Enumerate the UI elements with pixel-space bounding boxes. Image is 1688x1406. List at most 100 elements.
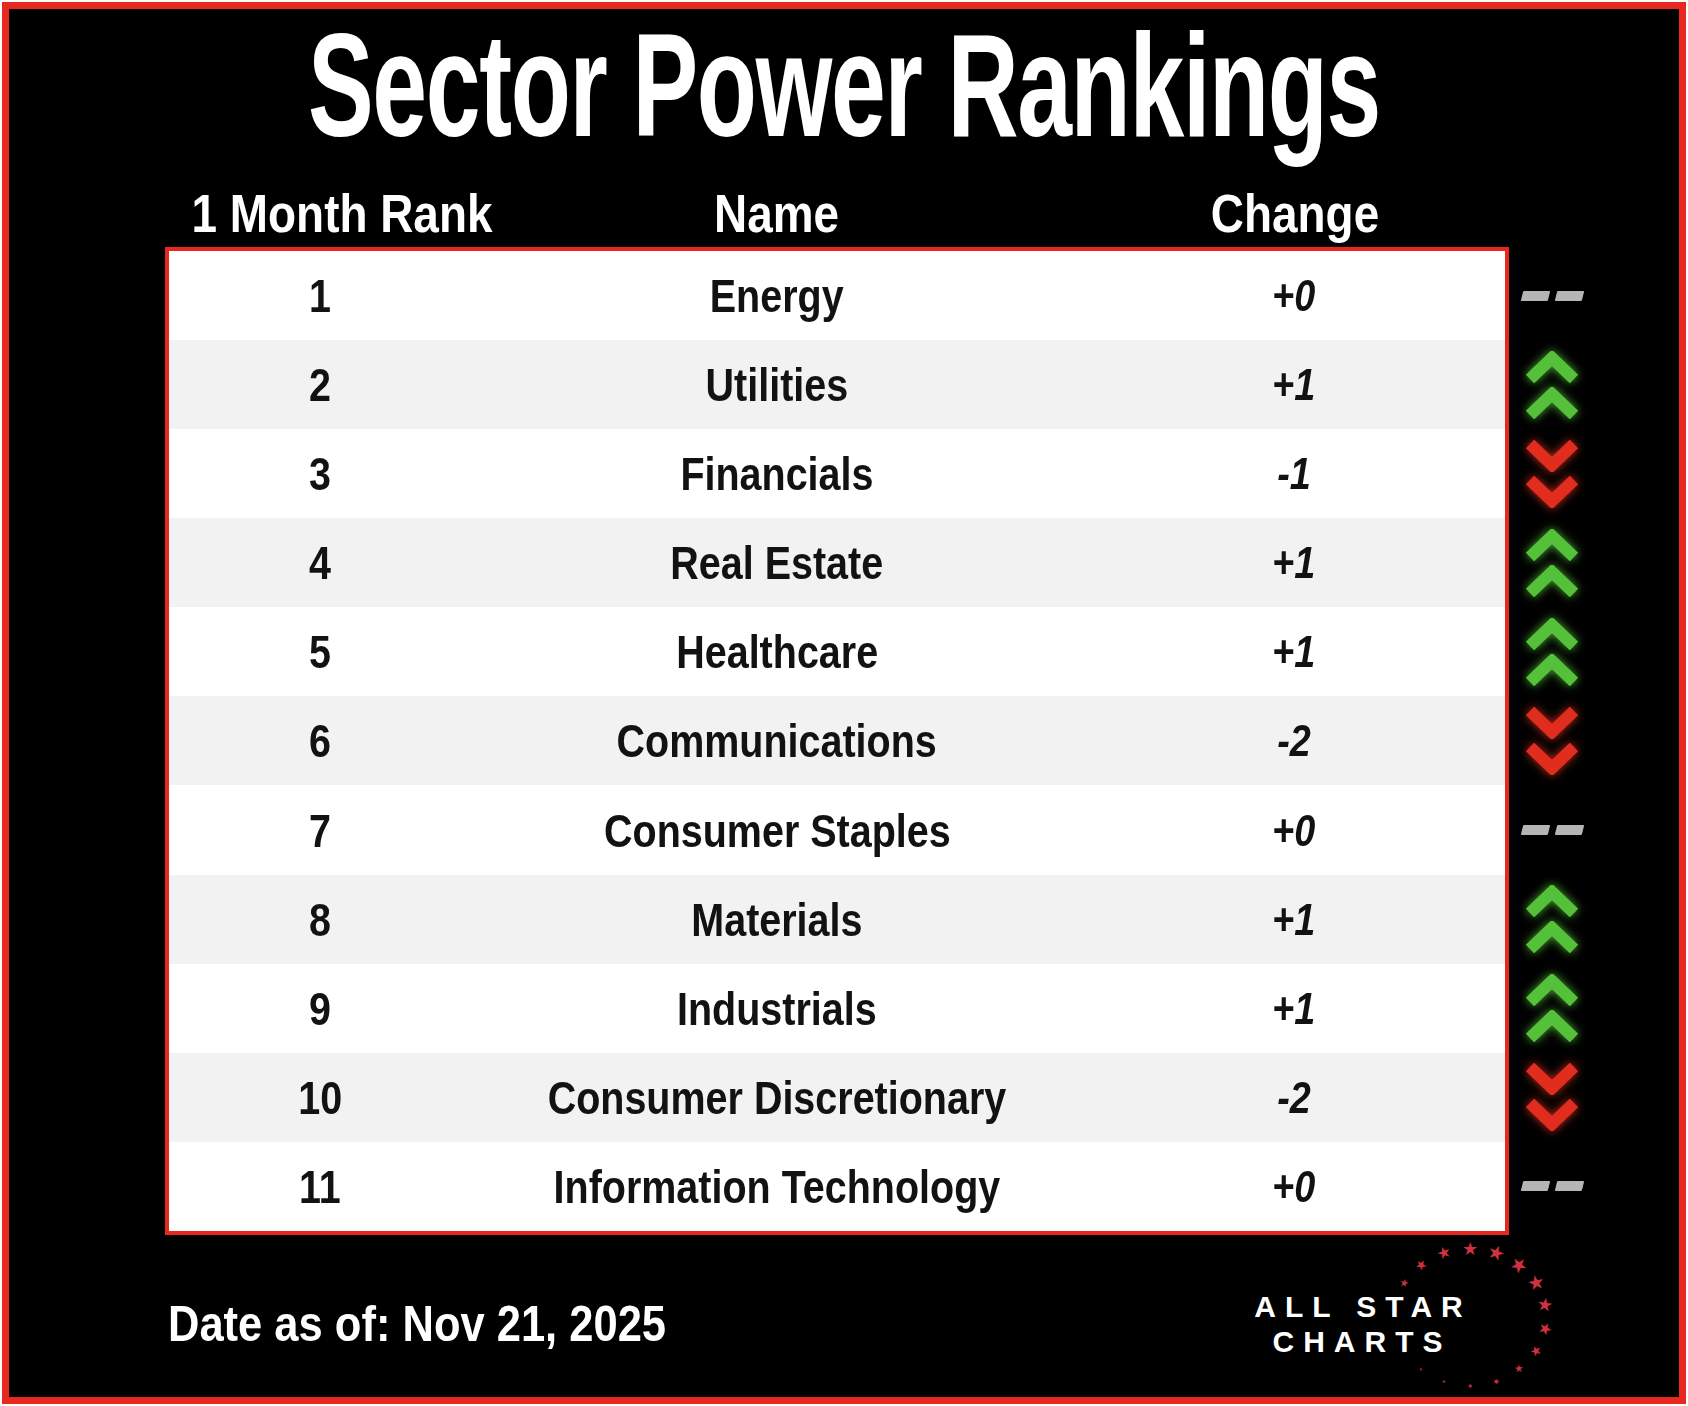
table-row: 4 Real Estate +1 (169, 518, 1505, 607)
no-change-dashes-icon (1522, 1181, 1583, 1191)
change-cell: -2 (1083, 1075, 1505, 1120)
change-indicator-column (1512, 251, 1592, 1231)
logo-text-line2: CHARTS (1202, 1327, 1522, 1357)
table-row: 10 Consumer Discretionary -2 (169, 1053, 1505, 1142)
rank-cell: 11 (169, 1163, 471, 1210)
change-cell: -1 (1083, 451, 1505, 496)
change-indicator-up (1512, 607, 1592, 696)
change-indicator-down (1512, 429, 1592, 518)
table-row: 6 Communications -2 (169, 696, 1505, 785)
rank-cell: 6 (169, 717, 471, 764)
change-indicator-up (1512, 875, 1592, 964)
change-cell: +0 (1083, 273, 1505, 318)
sector-name-cell: Industrials (471, 985, 1083, 1032)
rank-cell: 7 (169, 807, 471, 854)
table-header-row: 1 Month Rank Name Change (2, 185, 1686, 241)
change-indicator-up (1512, 518, 1592, 607)
star-icon: ★ (1536, 1320, 1554, 1337)
col-header-change: Change (1095, 185, 1495, 241)
star-icon: ★ (1418, 1366, 1423, 1371)
star-icon: ★ (1412, 1256, 1430, 1274)
change-cell: +0 (1083, 808, 1505, 853)
sector-name-cell: Consumer Staples (471, 807, 1083, 854)
change-cell: +1 (1083, 362, 1505, 407)
star-icon: ★ (1397, 1276, 1411, 1290)
star-icon: ★ (1512, 1362, 1526, 1376)
chevron-up-icon (1525, 1010, 1579, 1042)
sector-name-cell: Information Technology (471, 1163, 1083, 1210)
chevron-up-icon (1525, 565, 1579, 597)
star-icon: ★ (1435, 1243, 1454, 1263)
star-icon: ★ (1506, 1251, 1533, 1278)
no-change-dashes-icon (1522, 825, 1583, 835)
chevron-up-icon (1525, 654, 1579, 686)
chevron-down-icon (1525, 1099, 1579, 1131)
change-indicator-down (1512, 1053, 1592, 1142)
sector-name-cell: Real Estate (471, 539, 1083, 586)
change-cell: +0 (1083, 1164, 1505, 1209)
star-icon: ★ (1535, 1296, 1556, 1315)
chevron-down-icon (1525, 707, 1579, 739)
change-indicator-flat (1512, 785, 1592, 874)
change-cell: +1 (1083, 897, 1505, 942)
star-icon: ★ (1441, 1378, 1446, 1384)
table-row: 2 Utilities +1 (169, 340, 1505, 429)
table-row: 9 Industrials +1 (169, 964, 1505, 1053)
chevron-up-icon (1525, 885, 1579, 917)
rankings-table: 1 Energy +0 2 Utilities +1 3 Financials … (165, 247, 1509, 1235)
change-indicator-up (1512, 340, 1592, 429)
change-indicator-down (1512, 696, 1592, 785)
chevron-up-icon (1525, 351, 1579, 383)
star-icon: ★ (1491, 1376, 1500, 1386)
chevron-down-icon (1525, 476, 1579, 508)
col-header-rank: 1 Month Rank (165, 185, 475, 241)
chevron-up-icon (1525, 974, 1579, 1006)
change-cell: +1 (1083, 540, 1505, 585)
sector-name-cell: Utilities (471, 361, 1083, 408)
col-header-name: Name (477, 185, 1077, 241)
chevron-down-icon (1525, 440, 1579, 472)
rank-cell: 1 (169, 272, 471, 319)
sector-name-cell: Communications (471, 717, 1083, 764)
change-cell: +1 (1083, 629, 1505, 674)
rank-cell: 5 (169, 628, 471, 675)
table-row: 1 Energy +0 (169, 251, 1505, 340)
sector-name-cell: Energy (471, 272, 1083, 319)
table-row: 3 Financials -1 (169, 429, 1505, 518)
table-row: 5 Healthcare +1 (169, 607, 1505, 696)
page-title: Sector Power Rankings (2, 12, 1686, 159)
allstarcharts-logo: ★★★★★★★★★★★★★★★★ ALL STAR CHARTS (1152, 1234, 1572, 1404)
star-icon: ★ (1484, 1241, 1507, 1265)
chevron-down-icon (1525, 743, 1579, 775)
chevron-up-icon (1525, 387, 1579, 419)
rank-cell: 4 (169, 539, 471, 586)
sector-name-cell: Financials (471, 450, 1083, 497)
rank-cell: 3 (169, 450, 471, 497)
chevron-up-icon (1525, 618, 1579, 650)
chevron-down-icon (1525, 1063, 1579, 1095)
rank-cell: 9 (169, 985, 471, 1032)
sector-name-cell: Materials (471, 896, 1083, 943)
rank-cell: 8 (169, 896, 471, 943)
sector-name-cell: Healthcare (471, 628, 1083, 675)
rank-cell: 10 (169, 1074, 471, 1121)
star-icon: ★ (1467, 1382, 1472, 1388)
sector-name-cell: Consumer Discretionary (471, 1074, 1083, 1121)
logo-text-line1: ALL STAR (1203, 1292, 1523, 1322)
change-cell: +1 (1083, 986, 1505, 1031)
change-cell: -2 (1083, 718, 1505, 763)
table-row: 8 Materials +1 (169, 875, 1505, 964)
poster: Sector Power Rankings 1 Month Rank Name … (0, 0, 1688, 1406)
star-icon: ★ (1523, 1271, 1549, 1296)
chevron-up-icon (1525, 921, 1579, 953)
date-label: Date as of: Nov 21, 2025 (168, 1298, 666, 1350)
rank-cell: 2 (169, 361, 471, 408)
table-row: 7 Consumer Staples +0 (169, 785, 1505, 874)
change-indicator-flat (1512, 1142, 1592, 1231)
no-change-dashes-icon (1522, 291, 1583, 301)
change-indicator-flat (1512, 251, 1592, 340)
change-indicator-up (1512, 964, 1592, 1053)
star-icon: ★ (1462, 1240, 1478, 1258)
star-icon: ★ (1527, 1342, 1545, 1359)
table-row: 11 Information Technology +0 (169, 1142, 1505, 1231)
